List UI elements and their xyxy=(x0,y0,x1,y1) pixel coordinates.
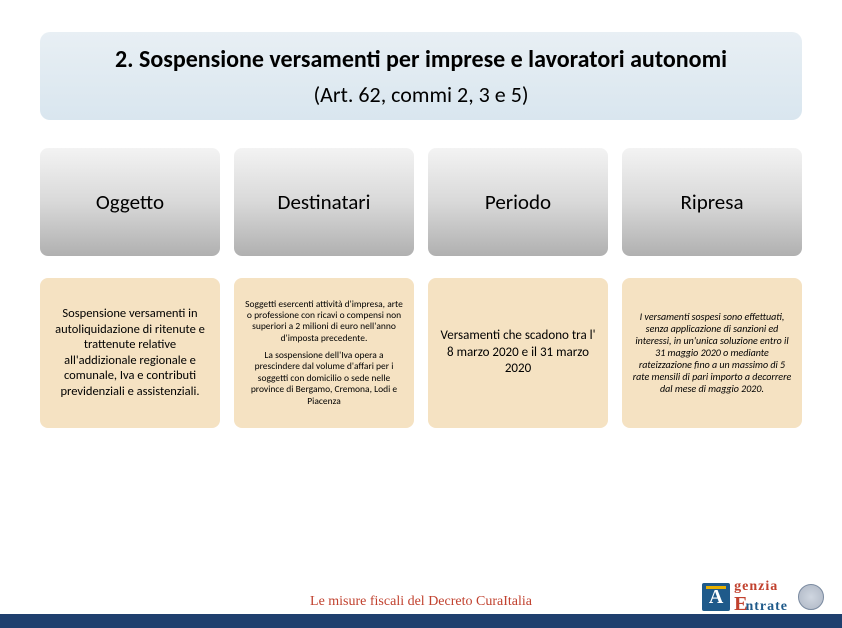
column-destinatari: Destinatari Soggetti esercenti attività … xyxy=(234,148,414,428)
column-body-text: Soggetti esercenti attività d'impresa, a… xyxy=(242,299,406,345)
column-ripresa: Ripresa I versamenti sospesi sono effett… xyxy=(622,148,802,428)
column-body-text2: La sospensione dell'Iva opera a prescind… xyxy=(242,350,406,407)
column-body-text: I versamenti sospesi sono effettuati, se… xyxy=(630,311,794,395)
column-header: Ripresa xyxy=(622,148,802,256)
logo-text: genzia Entrate xyxy=(734,580,788,614)
footer-bar xyxy=(0,614,842,628)
page-title: 2. Sospensione versamenti per imprese e … xyxy=(60,46,782,75)
agenzia-entrate-logo: A genzia Entrate xyxy=(702,580,824,614)
logo-letter-a: A xyxy=(702,583,730,611)
column-body: Sospensione versamenti in autoliquidazio… xyxy=(40,278,220,428)
column-body: I versamenti sospesi sono effettuati, se… xyxy=(622,278,802,428)
column-header: Periodo xyxy=(428,148,608,256)
column-body: Versamenti che scadono tra l' 8 marzo 20… xyxy=(428,278,608,428)
column-body-text: Versamenti che scadono tra l' 8 marzo 20… xyxy=(436,328,600,377)
footer: Le misure fiscali del Decreto CuraItalia… xyxy=(0,574,842,628)
column-oggetto: Oggetto Sospensione versamenti in autoli… xyxy=(40,148,220,428)
columns-container: Oggetto Sospensione versamenti in autoli… xyxy=(40,148,802,428)
page-subtitle: (Art. 62, commi 2, 3 e 5) xyxy=(60,81,782,108)
republic-emblem-icon xyxy=(798,584,824,610)
column-body: Soggetti esercenti attività d'impresa, a… xyxy=(234,278,414,428)
column-body-text: Sospensione versamenti in autoliquidazio… xyxy=(48,306,212,400)
header-panel: 2. Sospensione versamenti per imprese e … xyxy=(40,32,802,120)
column-header: Oggetto xyxy=(40,148,220,256)
logo-line1: genzia xyxy=(734,579,778,594)
logo-line2: ntrate xyxy=(745,599,788,614)
column-periodo: Periodo Versamenti che scadono tra l' 8 … xyxy=(428,148,608,428)
column-header: Destinatari xyxy=(234,148,414,256)
